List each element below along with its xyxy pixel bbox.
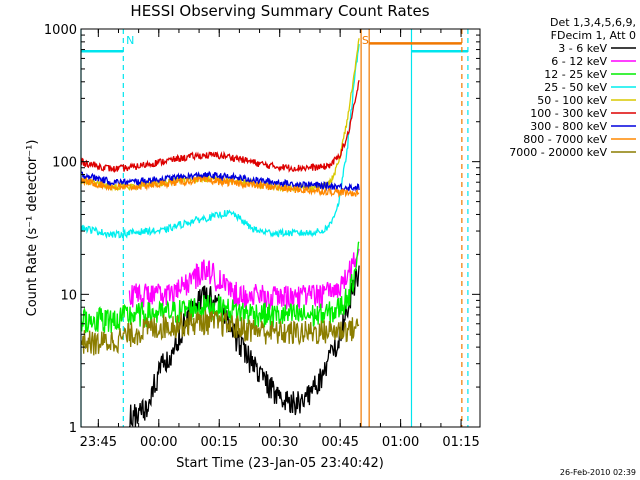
plot-frame bbox=[80, 28, 481, 428]
legend-entry-label: 100 - 300 keV bbox=[530, 107, 607, 120]
legend: Det 1,3,4,5,6,9, FDecim 1, Att 0 3 - 6 k… bbox=[509, 16, 636, 159]
y-tick-label: 10 bbox=[60, 288, 77, 303]
x-tick-label: 00:45 bbox=[321, 435, 358, 450]
x-tick-label: 01:00 bbox=[382, 435, 419, 450]
series-line bbox=[80, 43, 360, 239]
y-axis: 1 10 100 1000 bbox=[44, 23, 480, 436]
y-tick-label: 100 bbox=[52, 156, 77, 171]
footer-timestamp: 26-Feb-2010 02:39 bbox=[560, 468, 636, 477]
legend-header-line-1: Det 1,3,4,5,6,9, bbox=[550, 16, 636, 29]
legend-entry-label: 12 - 25 keV bbox=[544, 68, 607, 81]
series-line bbox=[128, 265, 360, 428]
x-axis: 23:45 00:00 00:15 00:30 00:45 01:00 01:15 bbox=[80, 29, 480, 450]
legend-header-line-2: FDecim 1, Att 0 bbox=[551, 29, 636, 42]
legend-entry-label: 7000 - 20000 keV bbox=[509, 146, 607, 159]
y-tick-label: 1 bbox=[69, 421, 77, 436]
series-line bbox=[80, 175, 360, 199]
flag-label: S bbox=[362, 34, 369, 47]
legend-entry-label: 3 - 6 keV bbox=[558, 42, 607, 55]
series-line bbox=[80, 80, 360, 173]
x-tick-label: 23:45 bbox=[80, 435, 117, 450]
legend-entry-label: 50 - 100 keV bbox=[537, 94, 607, 107]
chart-title: HESSI Observing Summary Count Rates bbox=[130, 2, 429, 20]
x-tick-label: 00:15 bbox=[201, 435, 238, 450]
flag-label: N bbox=[126, 34, 134, 47]
x-tick-label: 00:30 bbox=[261, 435, 298, 450]
x-tick-label: 01:15 bbox=[442, 435, 479, 450]
series-layer bbox=[80, 38, 360, 428]
series-line bbox=[80, 310, 360, 356]
series-line bbox=[128, 248, 360, 310]
legend-entry-label: 6 - 12 keV bbox=[551, 55, 607, 68]
attenuator-saa-markers bbox=[80, 29, 469, 427]
legend-entry-label: 25 - 50 keV bbox=[544, 81, 607, 94]
x-axis-title: Start Time (23-Jan-05 23:40:42) bbox=[176, 456, 384, 471]
x-tick-label: 00:00 bbox=[140, 435, 177, 450]
y-axis-title: Count Rate (s⁻¹ detector⁻¹) bbox=[25, 140, 40, 317]
y-tick-label: 1000 bbox=[44, 23, 77, 38]
series-line bbox=[80, 241, 360, 334]
legend-entry-label: 300 - 800 keV bbox=[530, 120, 607, 133]
legend-entry-label: 800 - 7000 keV bbox=[523, 133, 607, 146]
